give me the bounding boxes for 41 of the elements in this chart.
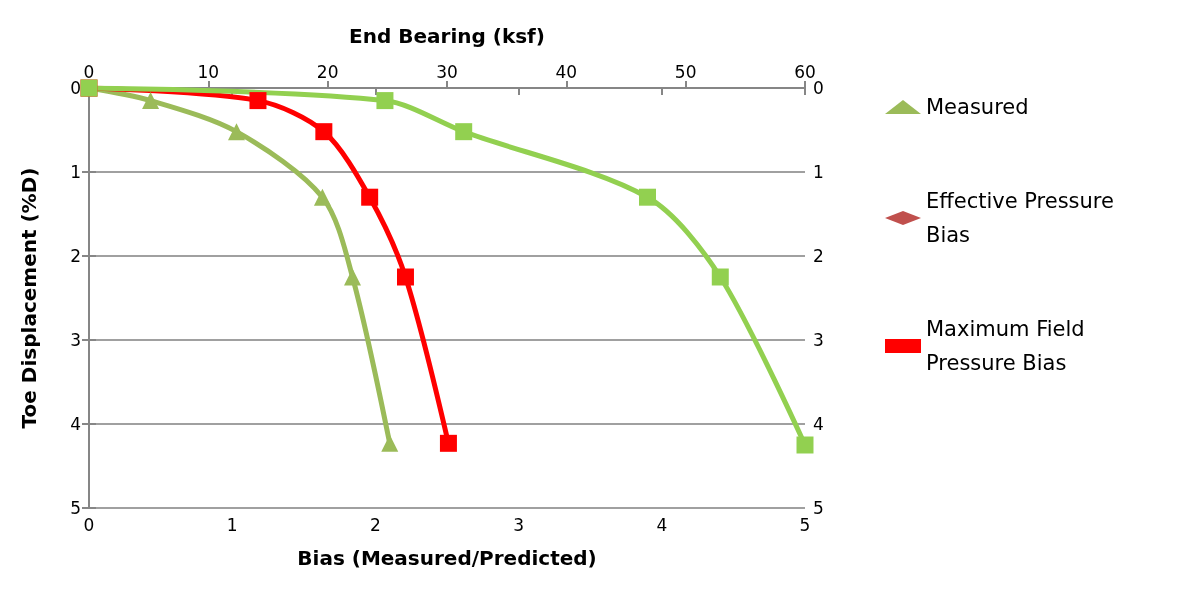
x2-axis-title: End Bearing (ksf) (349, 24, 545, 48)
point (381, 434, 399, 452)
x2-tick-label: 50 (674, 61, 697, 82)
y-axis-title: Toe Displacement (%D) (17, 167, 41, 429)
legend-label: Measured (926, 95, 1029, 119)
x2-tick-label: 20 (316, 61, 339, 82)
x2-tick-label: 60 (794, 61, 816, 82)
point (439, 434, 457, 452)
x-tick-label: 2 (369, 514, 381, 535)
y2-tick-label: 1 (813, 162, 824, 182)
x2-tick-label: 0 (83, 61, 95, 82)
y-tick-label: 4 (70, 414, 81, 434)
point (315, 123, 333, 141)
x2-tick-label: 10 (197, 61, 220, 82)
y2-tick-label: 5 (813, 498, 824, 518)
y-tick-label: 3 (70, 330, 81, 350)
y2-tick-label: 3 (813, 330, 824, 350)
x-tick-label: 5 (799, 514, 811, 535)
x-axis-title: Bias (Measured/Predicted) (297, 546, 597, 570)
point (228, 123, 245, 141)
point (396, 268, 414, 286)
point (361, 188, 379, 206)
x2-tick-label: 40 (555, 61, 578, 82)
x-tick-label: 0 (83, 514, 95, 535)
x-tick-label: 3 (513, 514, 525, 535)
point (249, 92, 267, 110)
y2-tick-label: 0 (813, 78, 824, 98)
x-tick-label: 1 (226, 514, 238, 535)
y-tick-label: 2 (70, 246, 81, 266)
point (343, 268, 361, 286)
legend-label: Effective Pressure Bias (926, 189, 1121, 247)
y-tick-label: 0 (70, 78, 81, 98)
y2-tick-label: 4 (813, 414, 824, 434)
y2-tick-label: 2 (813, 246, 824, 266)
point (142, 92, 160, 110)
point (313, 188, 331, 206)
legend-label: Maximum Field Pressure Bias (926, 317, 1092, 375)
y-tick-label: 1 (70, 162, 81, 182)
x-tick-label: 4 (656, 514, 668, 535)
y-tick-label: 5 (70, 498, 81, 518)
x2-tick-label: 30 (436, 61, 458, 82)
